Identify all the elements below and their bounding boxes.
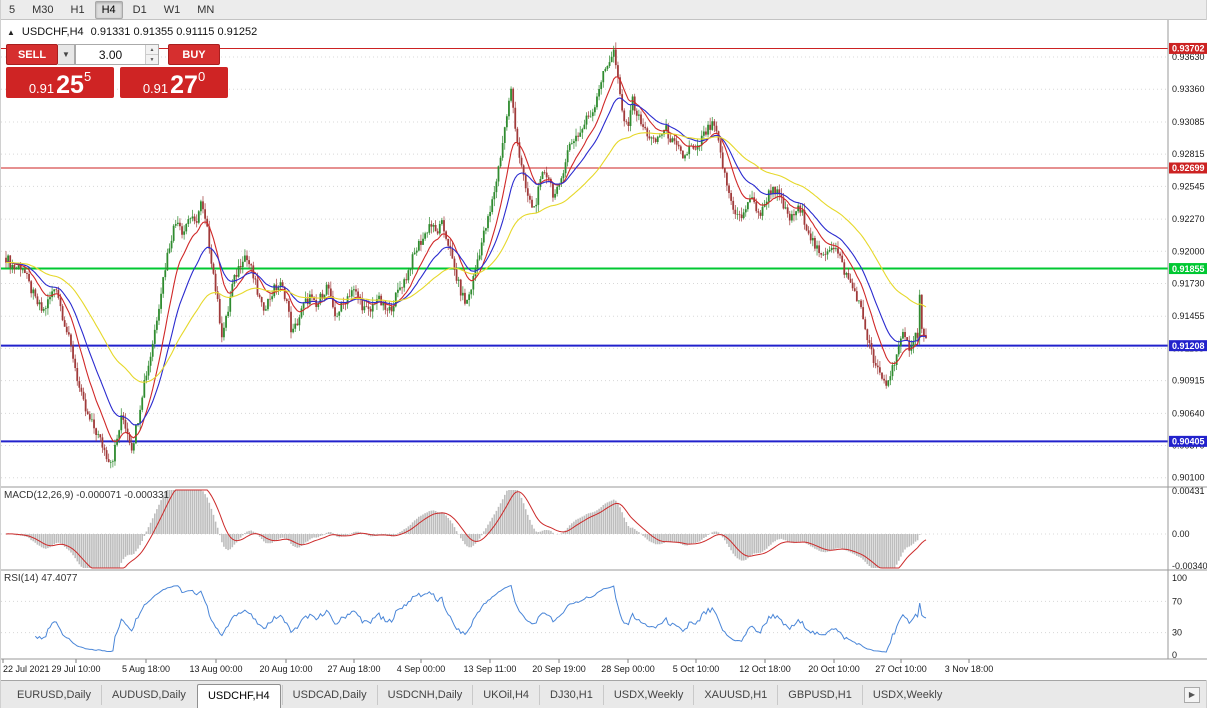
timeframe-button-h4[interactable]: H4 bbox=[94, 0, 123, 19]
timeframe-button-d1[interactable]: D1 bbox=[132, 3, 147, 16]
price-scale-label: 0.91730 bbox=[1172, 278, 1205, 288]
price-scale-label: 0.92270 bbox=[1172, 214, 1205, 224]
price-scale-label: 0.92545 bbox=[1172, 181, 1205, 191]
tab-usdx-weekly[interactable]: USDX,Weekly bbox=[602, 684, 693, 705]
lot-spinners: ▲ ▼ bbox=[145, 45, 158, 64]
time-axis-label: 28 Sep 00:00 bbox=[601, 664, 655, 674]
lot-size-input[interactable] bbox=[76, 45, 145, 64]
chart-symbol-period: USDCHF,H4 bbox=[21, 26, 84, 38]
tab-eurusd-daily[interactable]: EURUSD,Daily bbox=[17, 688, 91, 701]
price-scale-label: 0.90915 bbox=[1172, 376, 1205, 386]
rsi-scale-label: 30 bbox=[1172, 628, 1182, 638]
price-level-tag-text: 0.91208 bbox=[1172, 341, 1205, 351]
price-level-tag bbox=[1169, 162, 1207, 174]
time-axis-label: 13 Sep 11:00 bbox=[464, 664, 517, 674]
lot-increase-button[interactable]: ▲ bbox=[146, 45, 158, 54]
lot-dropdown-icon[interactable]: ▼ bbox=[58, 44, 75, 65]
timeframe-toolbar: 5 M30 H1 H4 D1 W1 MN bbox=[1, 0, 1206, 20]
tab-gbpusd-h1[interactable]: GBPUSD,H1 bbox=[777, 684, 862, 705]
sell-price-display[interactable]: 0.91 25 5 bbox=[6, 67, 114, 98]
tab-usdcad-daily[interactable]: USDCAD,Daily bbox=[281, 684, 377, 705]
time-axis-label: 29 Jul 10:00 bbox=[51, 664, 100, 674]
rsi-scale-label: 70 bbox=[1172, 596, 1182, 606]
time-axis-label: 20 Oct 10:00 bbox=[808, 664, 860, 674]
time-axis-label: 4 Sep 00:00 bbox=[397, 664, 446, 674]
ma-line-60 bbox=[5, 132, 927, 383]
ma-line-24 bbox=[5, 97, 927, 426]
chart-ohlc: 0.91331 0.91355 0.91115 0.91252 bbox=[90, 26, 258, 38]
time-axis-label: 5 Aug 18:00 bbox=[122, 664, 170, 674]
timeframe-button-mn[interactable]: MN bbox=[197, 3, 215, 16]
macd-scale-label: 0.00431 bbox=[1172, 486, 1205, 496]
tab-usdx-weekly[interactable]: USDX,Weekly bbox=[861, 684, 952, 705]
price-level-tag bbox=[1169, 263, 1207, 275]
chart-canvas[interactable]: 0.93630 0.93360 0.93085 0.92815 0.92545 0.922… bbox=[1, 20, 1207, 680]
tab-xauusd-h1[interactable]: XAUUSD,H1 bbox=[693, 684, 777, 705]
price-scale-label: 0.93630 bbox=[1172, 52, 1205, 62]
time-axis-label: 27 Aug 18:00 bbox=[327, 664, 380, 674]
bear-candle-bodies bbox=[5, 49, 927, 462]
time-axis-label: 27 Oct 10:00 bbox=[875, 664, 927, 674]
time-axis-label: 3 Nov 18:00 bbox=[945, 664, 994, 674]
sell-price-prefix: 0.91 bbox=[28, 81, 55, 96]
tab-usdcnh-daily[interactable]: USDCNH,Daily bbox=[376, 684, 473, 705]
chart-tabs: EURUSD,Daily AUDUSD,Daily USDCHF,H4 USDCAD,… bbox=[7, 681, 952, 708]
tab-audusd-daily[interactable]: AUDUSD,Daily bbox=[100, 684, 196, 705]
time-axis-label: 22 Jul 2021 bbox=[3, 664, 50, 674]
price-scale-label: 0.93360 bbox=[1172, 84, 1205, 94]
price-scale-label: 0.92000 bbox=[1172, 246, 1205, 256]
timeframe-button-w1[interactable]: W1 bbox=[163, 3, 181, 16]
tab-usdchf-h4[interactable]: USDCHF,H4 bbox=[196, 683, 281, 708]
chart-tab-bar: EURUSD,Daily AUDUSD,Daily USDCHF,H4 USDCAD,… bbox=[1, 680, 1206, 708]
time-axis-label: 20 Aug 10:00 bbox=[259, 664, 312, 674]
timeframe-button-h1[interactable]: H1 bbox=[70, 3, 85, 16]
time-axis-label: 12 Oct 18:00 bbox=[739, 664, 791, 674]
one-click-trading-panel: SELL ▼ ▲ ▼ BUY 0.91 25 5 0.91 27 0 bbox=[6, 44, 228, 98]
rsi-line bbox=[34, 584, 927, 653]
sell-button[interactable]: SELL bbox=[6, 44, 58, 65]
lot-size-field: ▲ ▼ bbox=[75, 44, 159, 65]
macd-label: MACD(12,26,9) -0.000071 -0.000331 bbox=[4, 490, 170, 501]
buy-price-prefix: 0.91 bbox=[142, 81, 169, 96]
price-scale-label: 0.91455 bbox=[1172, 311, 1205, 321]
buy-price-big-digits: 27 bbox=[170, 71, 198, 99]
one-click-collapse-icon[interactable]: ▲ bbox=[7, 27, 15, 37]
price-level-tag bbox=[1169, 340, 1207, 352]
price-scale-label: 0.93085 bbox=[1172, 117, 1205, 127]
lot-decrease-button[interactable]: ▼ bbox=[146, 54, 158, 64]
time-axis-label: 5 Oct 10:00 bbox=[673, 664, 720, 674]
price-level-tag-text: 0.93702 bbox=[1172, 44, 1205, 54]
sell-price-big-digits: 25 bbox=[56, 71, 84, 99]
price-level-tag bbox=[1169, 42, 1207, 54]
chart-background bbox=[1, 20, 1207, 680]
rsi-label: RSI(14) 47.4077 bbox=[4, 573, 78, 584]
timeframe-button-m30[interactable]: M30 bbox=[32, 3, 54, 16]
tab-ukoil-h4[interactable]: UKOil,H4 bbox=[472, 684, 539, 705]
rsi-scale-label: 100 bbox=[1172, 573, 1187, 583]
tab-dj30-h1[interactable]: DJ30,H1 bbox=[539, 684, 603, 705]
price-level-tag-text: 0.90405 bbox=[1172, 437, 1205, 447]
tab-scroll-button[interactable]: ▶ bbox=[1184, 686, 1200, 703]
price-level-tag-text: 0.91855 bbox=[1172, 264, 1205, 274]
price-scale-label: 0.92815 bbox=[1172, 149, 1205, 159]
macd-signal-line bbox=[5, 489, 927, 569]
buy-price-pip-digit: 0 bbox=[197, 69, 206, 84]
price-level-tag-text: 0.92699 bbox=[1172, 163, 1205, 173]
price-level-tag bbox=[1169, 435, 1207, 447]
time-axis-label: 13 Aug 00:00 bbox=[189, 664, 242, 674]
price-scale-label: 0.90640 bbox=[1172, 408, 1205, 418]
time-axis-label: 20 Sep 19:00 bbox=[532, 664, 586, 674]
price-scale-label: 0.90100 bbox=[1172, 473, 1205, 483]
buy-button[interactable]: BUY bbox=[168, 44, 220, 65]
rsi-scale-label: 0 bbox=[1172, 650, 1177, 660]
chart-header: ▲ USDCHF,H4 0.91331 0.91355 0.91115 0.91… bbox=[7, 26, 257, 38]
buy-price-display[interactable]: 0.91 27 0 bbox=[120, 67, 228, 98]
sell-price-pip-digit: 5 bbox=[83, 69, 92, 84]
macd-scale-label: 0.00 bbox=[1172, 529, 1190, 539]
timeframe-button-5[interactable]: 5 bbox=[9, 3, 16, 16]
macd-scale-label: -0.00340 bbox=[1172, 561, 1207, 571]
ma-line-12 bbox=[5, 76, 927, 442]
